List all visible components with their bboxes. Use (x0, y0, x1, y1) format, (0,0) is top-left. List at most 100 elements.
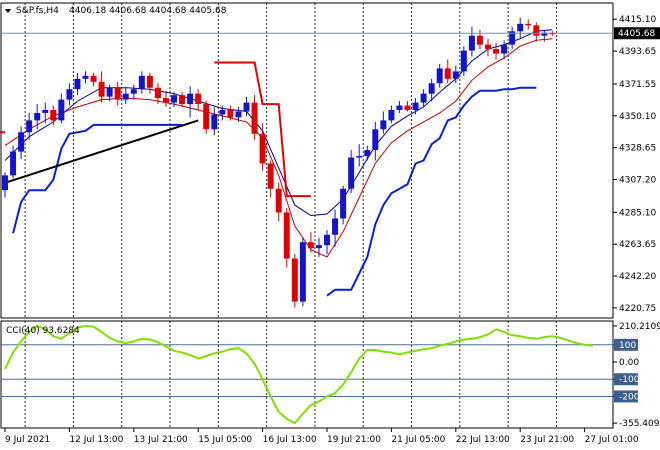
price-tick-label: 4328.65 (619, 144, 656, 154)
time-tick-label: 13 Jul 21:00 (134, 435, 188, 445)
candle (90, 72, 97, 87)
candle-body (501, 44, 508, 54)
candle-body (259, 133, 266, 164)
price-tick-label: 4263.65 (619, 240, 656, 250)
time-tick-label: 16 Jul 13:00 (263, 435, 317, 445)
candle (235, 107, 242, 122)
cci-tick-label: 100 (619, 341, 636, 351)
candle (98, 71, 105, 103)
candle (541, 29, 548, 42)
candle-body (82, 75, 89, 79)
candle-body (203, 104, 210, 130)
price-tick-label: 4285.10 (619, 208, 656, 218)
cci-tick-label: 0.00 (619, 358, 639, 368)
cci-tick-label: -355.409 (619, 419, 660, 429)
candle-body (299, 242, 306, 302)
candle-body (251, 102, 258, 134)
candle (324, 230, 330, 255)
trendline (4, 119, 199, 184)
candle (187, 86, 194, 118)
candle (122, 87, 129, 105)
candle-body (388, 110, 395, 121)
price-tick-label: 4415.10 (619, 15, 656, 25)
candle (525, 19, 532, 30)
candle (259, 123, 266, 171)
stop-line-blue (12, 123, 183, 234)
candle (211, 107, 218, 136)
candle (106, 84, 113, 102)
cci-day-separators (24, 321, 557, 428)
candle (227, 105, 234, 121)
candle (452, 65, 459, 84)
time-tick-label: 9 Jul 2021 (5, 435, 50, 445)
candle (356, 144, 363, 167)
candle-body (243, 102, 250, 112)
price-tick-label: 4242.20 (619, 272, 656, 282)
candle (275, 182, 282, 222)
candle (163, 90, 169, 108)
candle-body (460, 50, 467, 72)
cci-level-box (614, 373, 638, 386)
cci-level-box (614, 338, 638, 351)
time-tick-label: 15 Jul 05:00 (198, 435, 252, 445)
cci-levels (1, 344, 613, 397)
candle-body (493, 49, 500, 54)
candle (291, 254, 298, 308)
candle-body (154, 87, 161, 99)
candle (283, 208, 290, 268)
candle-body (452, 71, 459, 79)
candle (26, 112, 33, 140)
price-tick-label: 4350.10 (619, 112, 656, 122)
candle (195, 89, 202, 110)
candle-body (340, 188, 347, 219)
candle (517, 17, 524, 39)
candle-body (412, 102, 419, 110)
price-axis: 4415.10 4393.65 4371.55 4350.10 4328.65 4307.… (613, 15, 660, 314)
candle-body (404, 105, 411, 110)
candle (251, 95, 258, 140)
candle-body (66, 89, 73, 100)
candle-body (315, 245, 322, 249)
candle-body (436, 68, 443, 84)
candle (428, 78, 435, 102)
cci-line (4, 324, 593, 425)
ohlc-readout: 4406.18 4406.68 4404.68 4405.68 (69, 6, 227, 16)
candle-body (74, 78, 81, 90)
time-tick-label: 12 Jul 13:00 (69, 435, 123, 445)
candle-body (195, 93, 202, 105)
cci-tick-label: 210.2109 (619, 322, 660, 332)
candle-body (364, 150, 371, 157)
cci-panel (0, 320, 614, 429)
candle (501, 40, 508, 60)
candle-body (380, 120, 387, 130)
candle-body (356, 156, 363, 158)
candle-body (163, 98, 169, 103)
price-panel (0, 2, 614, 319)
candle (42, 102, 49, 124)
candle-body (187, 93, 194, 105)
cci-tick-label: -100 (619, 375, 640, 385)
candle-body (307, 242, 314, 249)
candle (66, 83, 73, 106)
candle-body (18, 132, 25, 152)
candle-body (98, 81, 105, 97)
candle (412, 98, 419, 115)
candle-body (348, 157, 355, 189)
candle (468, 26, 475, 57)
candle (388, 105, 395, 124)
candle (243, 96, 250, 116)
symbol-dropdown-icon[interactable] (5, 9, 11, 13)
candle (485, 38, 491, 57)
candle-body (130, 89, 137, 94)
candle (420, 89, 427, 108)
time-tick-label: 19 Jul 21:00 (327, 435, 381, 445)
cci-level-box (614, 390, 638, 403)
price-tick-label: 4307.20 (619, 176, 656, 186)
time-tick-label: 27 Jul 01:00 (585, 435, 639, 445)
current-price-box (614, 27, 660, 40)
price-tick-label: 4220.75 (619, 304, 656, 314)
candle-body (372, 129, 379, 151)
candle (219, 105, 226, 121)
candle-body (26, 120, 33, 133)
